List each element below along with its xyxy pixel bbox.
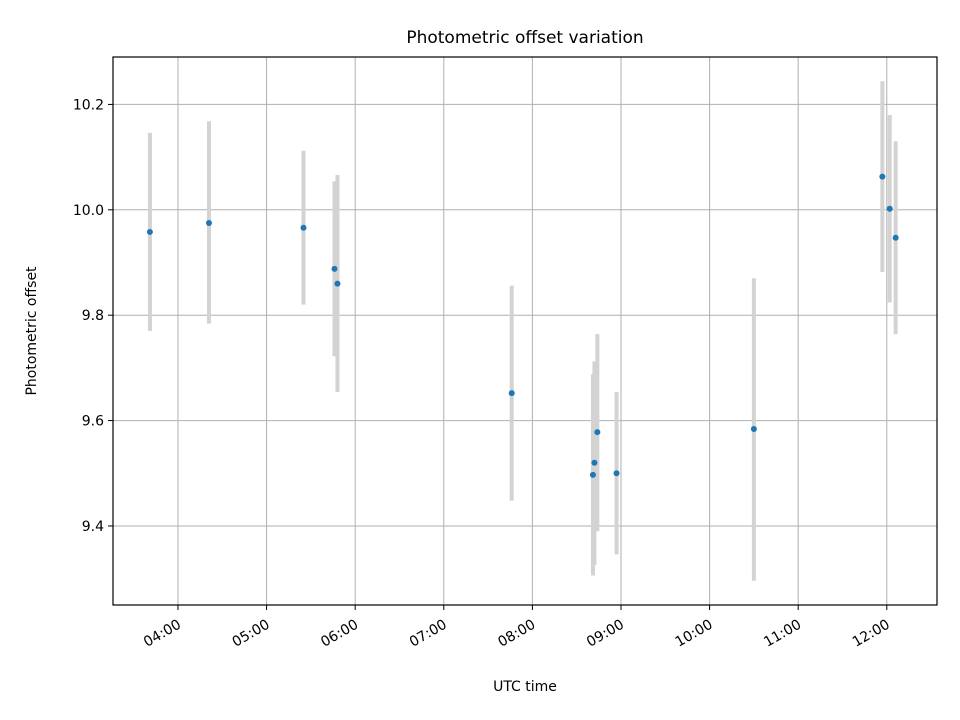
x-ticks: 04:00 05:00 06:00 07:00 08:00 09:00 10:00 11:00… xyxy=(141,605,893,651)
data-point xyxy=(205,219,212,226)
x-tick-label: 08:00 xyxy=(495,617,538,651)
data-point xyxy=(892,234,899,241)
x-tick-label: 06:00 xyxy=(318,617,361,651)
y-tick-label: 10.0 xyxy=(73,203,104,219)
y-tick-label: 10.2 xyxy=(73,97,104,113)
grid xyxy=(113,57,937,605)
error-bars xyxy=(147,81,898,581)
data-point xyxy=(613,470,620,477)
data-point xyxy=(750,426,757,433)
chart-title: Photometric offset variation xyxy=(406,28,643,48)
x-tick-label: 04:00 xyxy=(141,617,184,651)
x-tick-label: 05:00 xyxy=(230,617,273,651)
data-point xyxy=(300,224,307,231)
data-point xyxy=(879,173,886,180)
data-point xyxy=(331,265,338,272)
data-point xyxy=(334,280,341,287)
y-tick-label: 9.6 xyxy=(82,414,104,430)
x-tick-label: 10:00 xyxy=(673,617,716,651)
y-ticks: 9.4 9.6 9.8 10.0 10.2 xyxy=(73,97,113,535)
data-point xyxy=(594,429,601,436)
y-axis-label: Photometric offset xyxy=(24,266,40,396)
plot-frame xyxy=(112,56,938,606)
x-tick-label: 11:00 xyxy=(761,617,804,651)
x-axis-label: UTC time xyxy=(493,679,557,695)
data-point xyxy=(146,228,153,235)
x-tick-label: 12:00 xyxy=(850,617,893,651)
data-points xyxy=(146,173,899,478)
data-point xyxy=(508,390,515,397)
data-point xyxy=(886,205,893,212)
data-point xyxy=(589,471,596,478)
data-point xyxy=(591,459,598,466)
x-tick-label: 07:00 xyxy=(407,617,450,651)
y-tick-label: 9.8 xyxy=(82,308,104,324)
y-tick-label: 9.4 xyxy=(82,519,104,535)
x-tick-label: 09:00 xyxy=(584,617,627,651)
